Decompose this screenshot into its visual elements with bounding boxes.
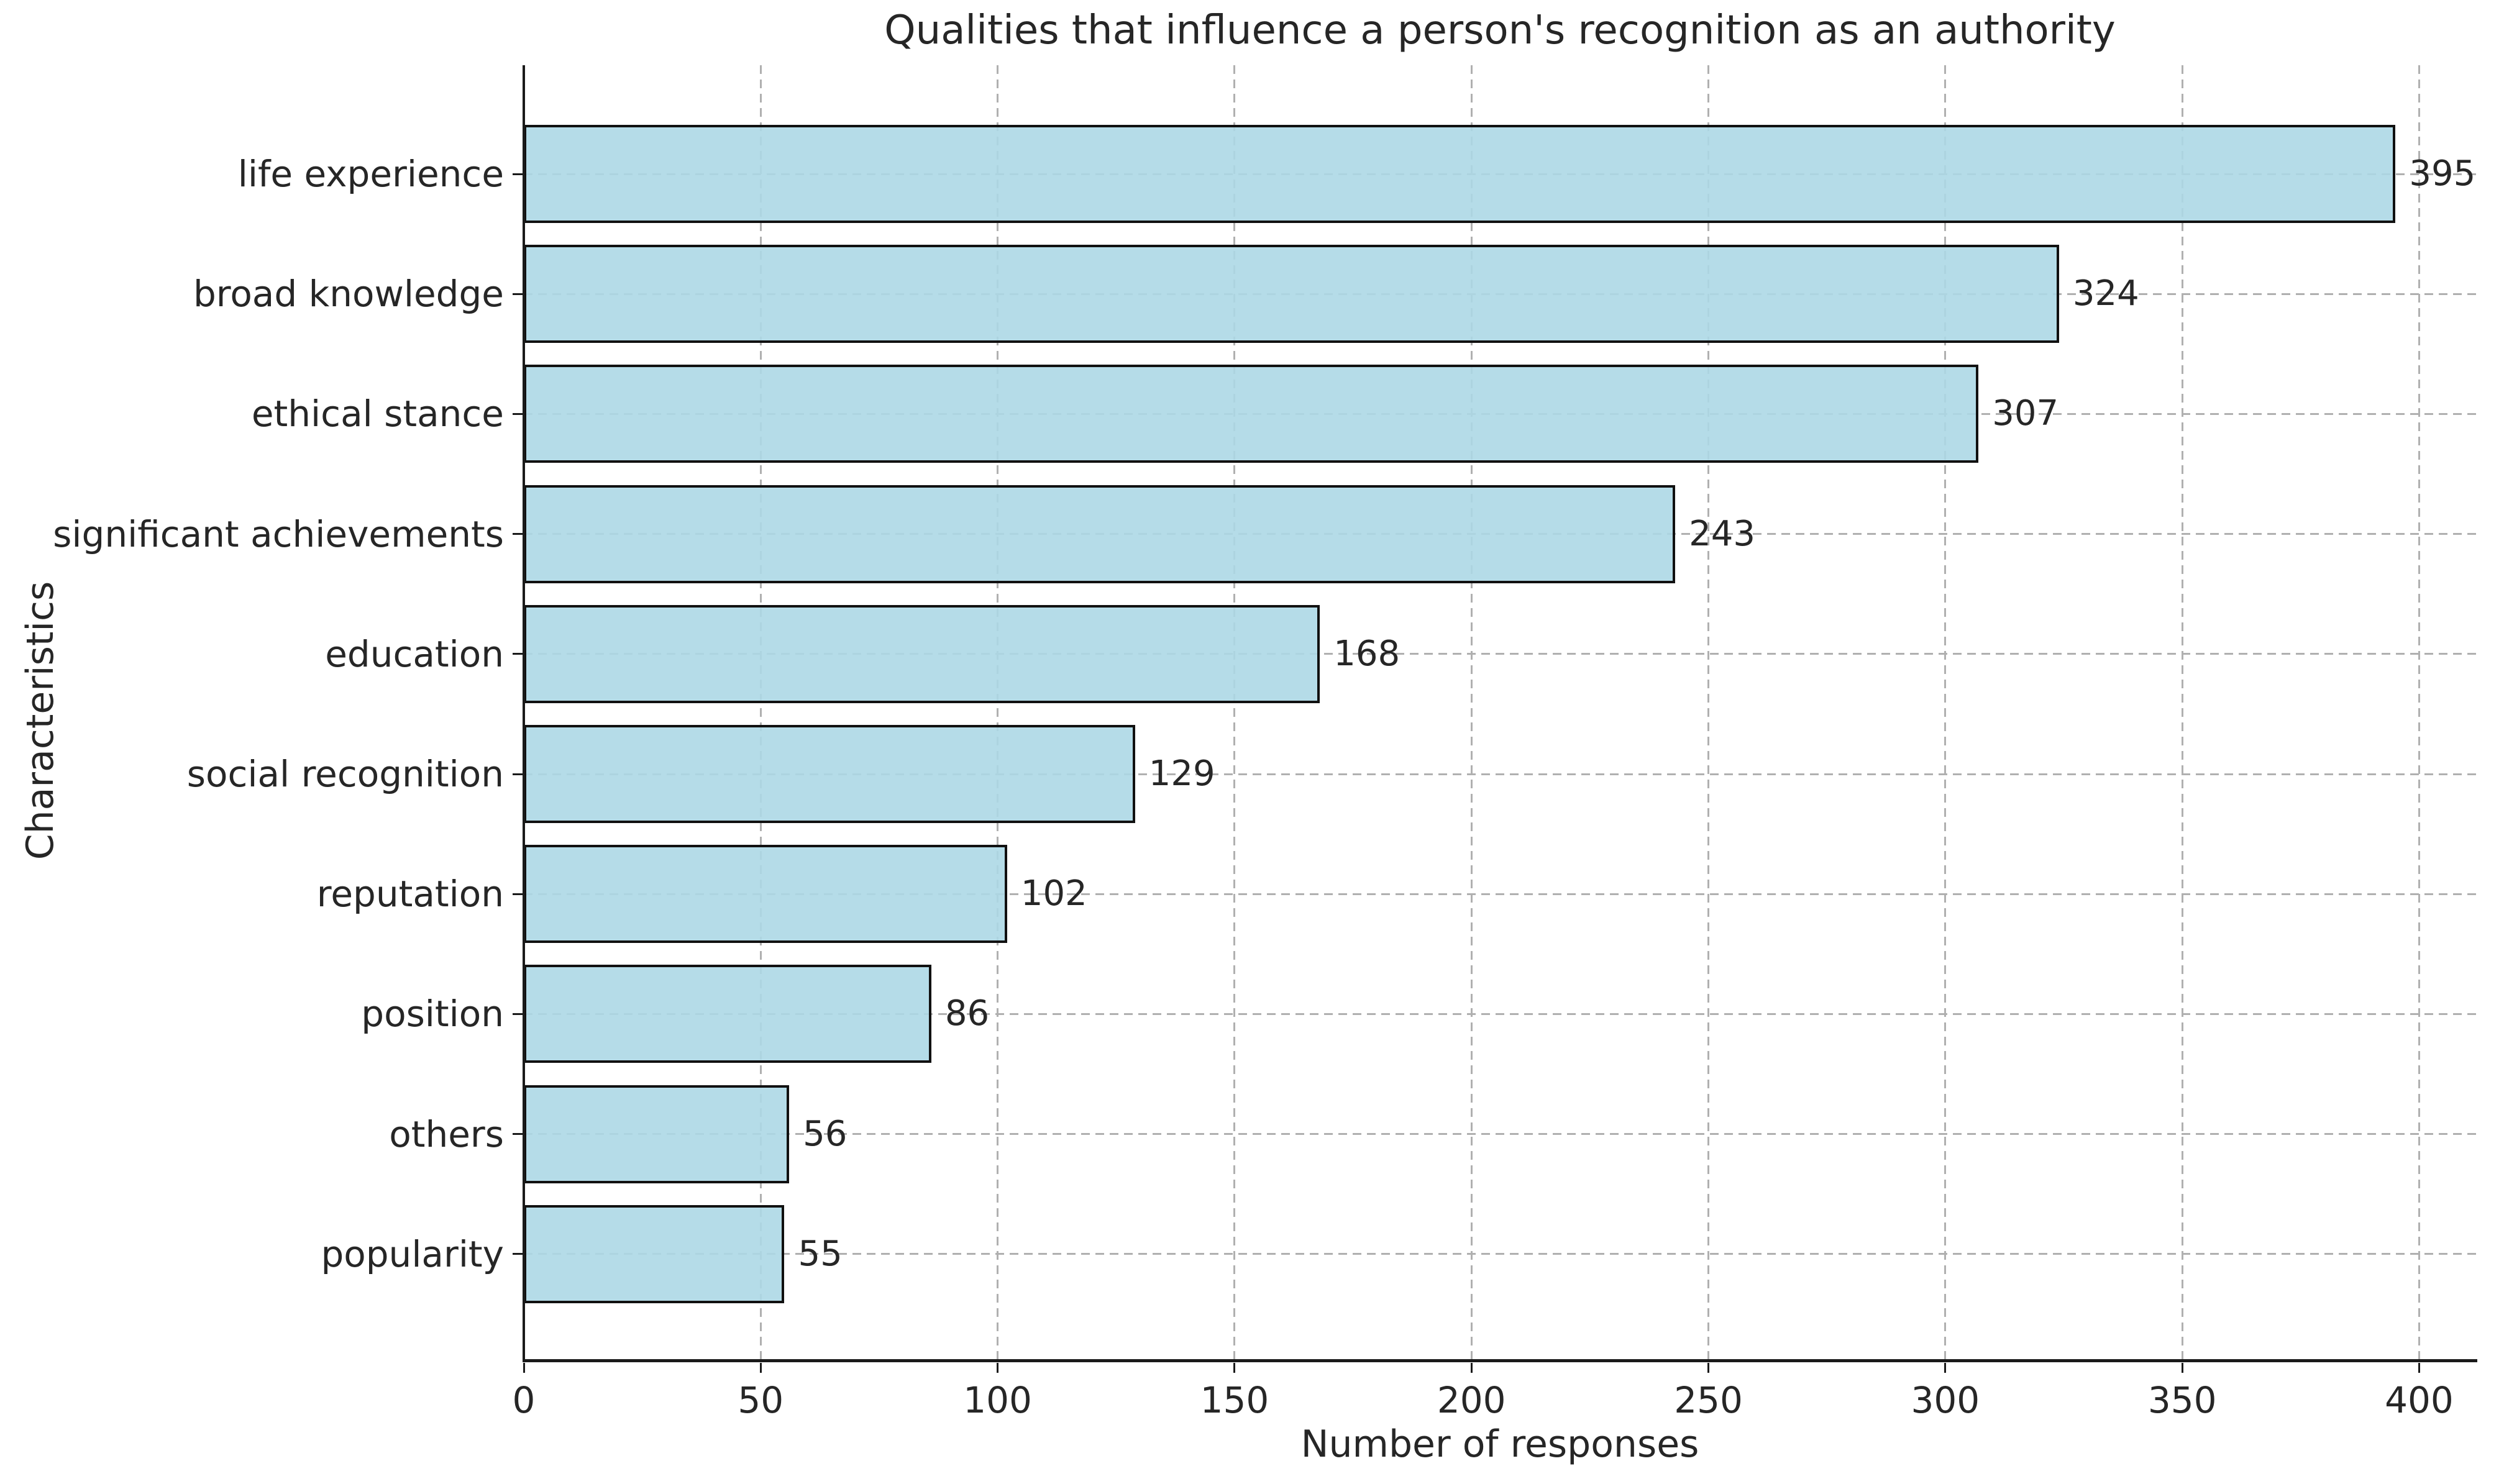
y-tick-mark xyxy=(513,653,524,655)
x-tick-mark xyxy=(1470,1363,1473,1373)
x-tick-mark xyxy=(2181,1363,2183,1373)
y-tick-mark xyxy=(513,773,524,775)
bar-value-label: 56 xyxy=(803,1113,848,1154)
category-label: education xyxy=(325,632,504,675)
category-label: reputation xyxy=(316,873,504,916)
category-label: significant achievements xyxy=(53,512,504,555)
category-label: broad knowledge xyxy=(193,273,504,316)
category-label: popularity xyxy=(321,1232,504,1275)
y-gridline xyxy=(524,1013,2476,1015)
y-gridline xyxy=(524,1133,2476,1136)
bar-value-label: 168 xyxy=(1333,633,1401,674)
x-tick-label: 300 xyxy=(1911,1379,1980,1421)
y-tick-mark xyxy=(513,173,524,175)
x-tick-label: 50 xyxy=(738,1379,784,1421)
x-gridline xyxy=(997,65,999,1360)
y-tick-mark xyxy=(513,1013,524,1015)
category-label: position xyxy=(361,993,504,1036)
y-tick-mark xyxy=(513,893,524,895)
bar-value-label: 395 xyxy=(2409,153,2476,194)
y-tick-mark xyxy=(513,412,524,415)
bar xyxy=(524,845,1007,944)
category-label: life experience xyxy=(237,153,504,195)
x-gridline xyxy=(1233,65,1236,1360)
x-tick-mark xyxy=(759,1363,762,1373)
y-gridline xyxy=(524,893,2476,895)
x-tick-mark xyxy=(523,1363,525,1373)
bar-value-label: 243 xyxy=(1689,513,1756,554)
x-tick-label: 100 xyxy=(963,1379,1032,1421)
x-tick-label: 400 xyxy=(2385,1379,2454,1421)
bar xyxy=(524,1085,790,1183)
bar xyxy=(524,604,1320,703)
bar-value-label: 129 xyxy=(1148,753,1215,794)
x-tick-label: 150 xyxy=(1200,1379,1269,1421)
y-gridline xyxy=(524,653,2476,655)
bar xyxy=(524,125,2396,223)
x-gridline xyxy=(2418,65,2420,1360)
y-tick-mark xyxy=(513,533,524,535)
x-gridline xyxy=(1707,65,1710,1360)
y-axis-spine xyxy=(523,65,525,1362)
bar-value-label: 307 xyxy=(1992,393,2059,434)
y-tick-mark xyxy=(513,1253,524,1255)
bar xyxy=(524,1204,785,1303)
x-gridline xyxy=(759,65,762,1360)
x-tick-label: 0 xyxy=(512,1379,536,1421)
category-label: ethical stance xyxy=(251,393,504,435)
bar xyxy=(524,725,1135,823)
x-tick-mark xyxy=(1707,1363,1710,1373)
bar xyxy=(524,485,1676,583)
category-label: others xyxy=(389,1113,504,1155)
x-tick-label: 350 xyxy=(2147,1379,2217,1421)
x-tick-mark xyxy=(997,1363,999,1373)
x-axis-spine xyxy=(523,1359,2477,1362)
category-label: social recognition xyxy=(186,753,504,795)
x-tick-label: 250 xyxy=(1674,1379,1743,1421)
x-gridline xyxy=(1470,65,1473,1360)
bar-value-label: 55 xyxy=(798,1233,843,1274)
x-axis-label: Number of responses xyxy=(1300,1423,1699,1466)
bar xyxy=(524,965,931,1063)
x-tick-mark xyxy=(1233,1363,1236,1373)
bar-value-label: 86 xyxy=(944,993,990,1034)
bar xyxy=(524,365,1979,463)
bar xyxy=(524,245,2059,344)
x-tick-mark xyxy=(2418,1363,2420,1373)
x-tick-label: 200 xyxy=(1437,1379,1506,1421)
y-axis-label: Characteristics xyxy=(19,581,62,860)
y-tick-mark xyxy=(513,293,524,295)
bar-value-label: 102 xyxy=(1020,873,1087,914)
chart-title: Qualities that influence a person's reco… xyxy=(884,7,2116,53)
x-gridline xyxy=(1944,65,1947,1360)
bar-value-label: 324 xyxy=(2072,273,2139,314)
x-gridline xyxy=(2181,65,2183,1360)
x-tick-mark xyxy=(1944,1363,1947,1373)
y-gridline xyxy=(524,773,2476,775)
y-tick-mark xyxy=(513,1133,524,1136)
y-gridline xyxy=(524,1253,2476,1255)
